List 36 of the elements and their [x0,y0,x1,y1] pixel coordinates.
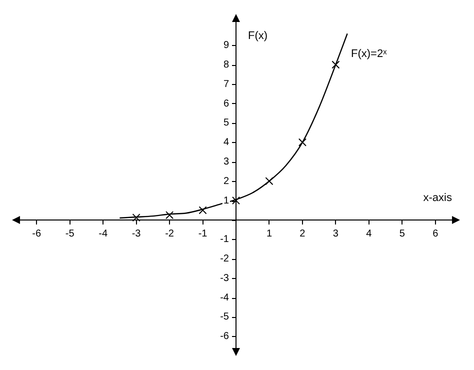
x-tick-label: 2 [300,228,306,240]
x-tick-label: 3 [332,228,339,240]
point [332,60,340,69]
y-tick-label: 8 [223,59,230,70]
y-tick-label: -2 [220,253,230,264]
y-tick-label: -6 [220,331,230,342]
y-tick-label: -3 [220,272,230,284]
y-tick-label: -4 [220,292,230,304]
x-tick-label: 1 [266,228,272,240]
y-tick-label: 3 [223,156,230,168]
x-tick-label: -1 [198,228,208,240]
y-tick-label: 9 [223,40,230,52]
point [198,206,207,214]
y-axis-title: F(x) [248,30,268,42]
y-tick-label: 1 [223,195,230,206]
y-tick-label: 7 [223,78,230,90]
x-tick-label: -5 [65,228,75,240]
annotation: F(x)=2ˣ [351,48,388,60]
point [232,196,240,205]
y-tick-label: 2 [223,176,230,187]
x-tick-label: -6 [32,228,42,240]
point [265,177,274,186]
x-tick-label: 4 [366,228,372,240]
x-tick-label: -2 [165,228,174,240]
point [132,214,140,222]
x-tick-label: -4 [98,228,108,240]
y-tick-label: -5 [220,312,230,323]
point [298,138,306,146]
x-tick-label: -3 [132,228,142,240]
y-tick-label: 5 [223,118,230,129]
y-tick-label: 4 [223,137,230,148]
x-axis-title: x-axis [423,192,452,204]
x-tick-label: 5 [399,228,406,240]
y-tick-label: 6 [223,98,230,110]
x-tick-label: 6 [432,228,439,240]
point [166,211,174,220]
